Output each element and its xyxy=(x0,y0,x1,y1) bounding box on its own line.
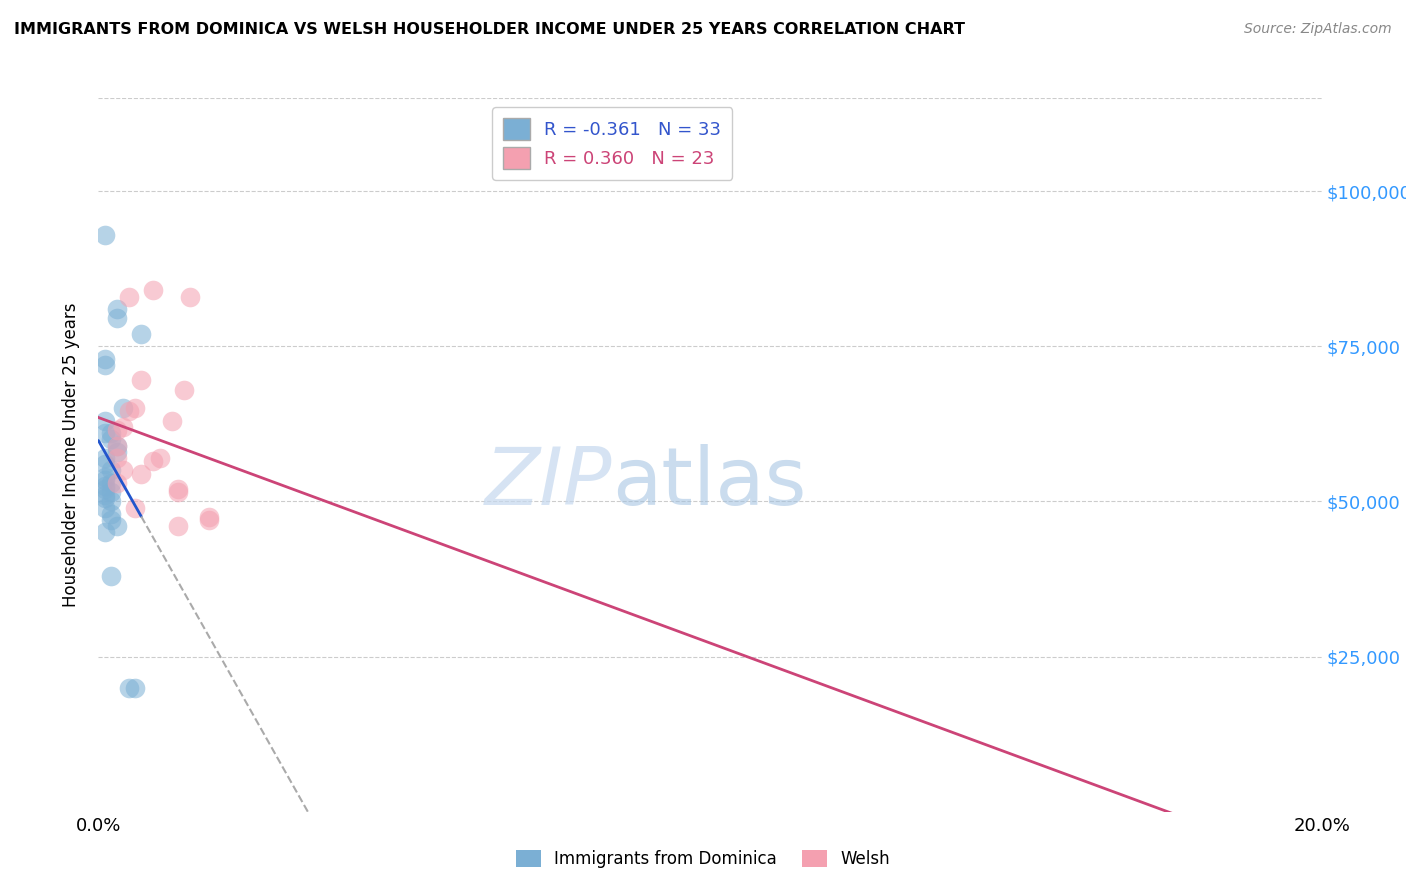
Point xyxy=(118,290,141,304)
Point xyxy=(167,482,190,496)
Point xyxy=(105,450,128,465)
Point xyxy=(105,475,128,490)
Point xyxy=(93,351,115,366)
Point xyxy=(167,485,190,500)
Point xyxy=(93,479,115,493)
Point xyxy=(93,450,115,465)
Point xyxy=(100,426,122,441)
Point xyxy=(100,507,122,521)
Point xyxy=(105,445,128,459)
Point xyxy=(105,439,128,453)
Point xyxy=(105,519,128,533)
Point xyxy=(100,513,122,527)
Point xyxy=(100,569,122,583)
Point xyxy=(118,681,141,695)
Point xyxy=(93,414,115,428)
Text: IMMIGRANTS FROM DOMINICA VS WELSH HOUSEHOLDER INCOME UNDER 25 YEARS CORRELATION : IMMIGRANTS FROM DOMINICA VS WELSH HOUSEH… xyxy=(14,22,965,37)
Point xyxy=(93,426,115,441)
Point xyxy=(100,463,122,477)
Point xyxy=(111,420,134,434)
Point xyxy=(93,525,115,540)
Text: Source: ZipAtlas.com: Source: ZipAtlas.com xyxy=(1244,22,1392,37)
Point xyxy=(93,491,115,506)
Point xyxy=(105,423,128,437)
Point xyxy=(93,500,115,515)
Point xyxy=(197,513,219,527)
Point xyxy=(105,439,128,453)
Point xyxy=(167,519,190,533)
Point xyxy=(149,450,172,465)
Point xyxy=(93,473,115,487)
Point xyxy=(197,510,219,524)
Point xyxy=(124,500,146,515)
Point xyxy=(105,311,128,326)
Point xyxy=(100,494,122,508)
Point xyxy=(100,433,122,447)
Point xyxy=(160,414,183,428)
Point xyxy=(105,302,128,317)
Point xyxy=(179,290,201,304)
Point xyxy=(100,485,122,500)
Y-axis label: Householder Income Under 25 years: Householder Income Under 25 years xyxy=(62,302,80,607)
Point xyxy=(142,284,165,298)
Point xyxy=(93,488,115,502)
Point xyxy=(129,326,152,341)
Point xyxy=(129,467,152,481)
Text: atlas: atlas xyxy=(612,444,807,523)
Legend: R = -0.361   N = 33, R = 0.360   N = 23: R = -0.361 N = 33, R = 0.360 N = 23 xyxy=(492,107,733,180)
Point xyxy=(93,469,115,483)
Point xyxy=(124,681,146,695)
Point xyxy=(129,374,152,388)
Text: ZIP: ZIP xyxy=(485,444,612,523)
Legend: Immigrants from Dominica, Welsh: Immigrants from Dominica, Welsh xyxy=(509,843,897,875)
Point xyxy=(93,457,115,471)
Point xyxy=(93,227,115,242)
Point xyxy=(93,358,115,372)
Point xyxy=(124,401,146,416)
Point xyxy=(93,482,115,496)
Point xyxy=(111,401,134,416)
Point xyxy=(100,475,122,490)
Point xyxy=(111,463,134,477)
Point xyxy=(173,383,195,397)
Point xyxy=(142,454,165,468)
Point xyxy=(118,404,141,418)
